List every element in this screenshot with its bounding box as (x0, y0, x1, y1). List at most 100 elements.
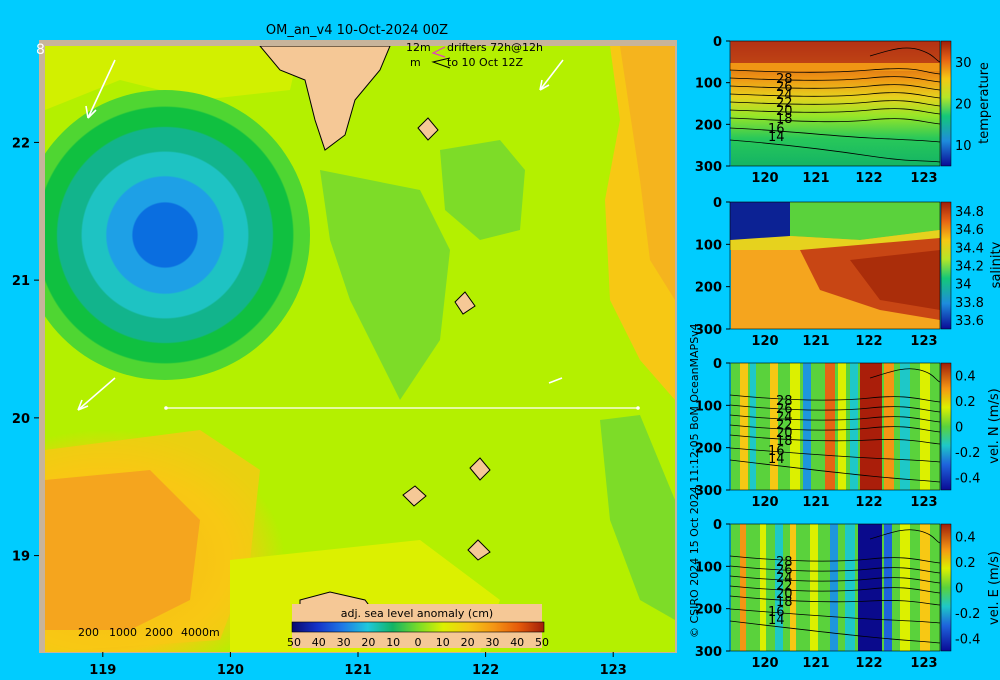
depth-tick-label: 300 (695, 645, 722, 660)
lon-tick-label: 123 (910, 656, 937, 671)
depth-tick-label: 200 (695, 603, 722, 618)
sla-colorbar: adj. sea level anomaly (cm) 50 40 30 20 10 0 1… (287, 604, 549, 649)
y-tick-label: 22 (12, 136, 30, 151)
island (469, 457, 491, 481)
drifter-legend-unit: m (410, 56, 421, 69)
depth-tick-label: 300 (695, 484, 722, 499)
velocity-band (860, 363, 882, 490)
salinity-label: salinity (989, 241, 1000, 288)
colorbar-title: adj. sea level anomaly (cm) (341, 607, 493, 620)
velocity-band (858, 524, 882, 651)
depth-tick-label: 300 (695, 323, 722, 338)
lon-tick-label: 121 (802, 495, 829, 510)
island (417, 117, 439, 141)
colorbar-tick-label: -0.2 (955, 607, 980, 622)
colorbar-tick-label: 34.2 (955, 260, 984, 275)
depth-legend: 200 1000 2000 4000m (78, 626, 220, 639)
depth-tick-label: 200 (695, 118, 722, 133)
colorbar-tick-label: 0.4 (955, 370, 976, 385)
drifter-arrows (77, 59, 564, 411)
colorbar-tick-label: 20 (955, 98, 972, 113)
colorbar-tick-label: 10 (386, 636, 400, 649)
velocity-band (770, 363, 778, 490)
depth-tick-label: 300 (695, 160, 722, 175)
lon-tick-label: 122 (855, 171, 882, 186)
velocity-band (830, 524, 838, 651)
contour-label: 16 (768, 444, 785, 459)
lon-tick-label: 122 (855, 495, 882, 510)
colorbar-tick-label: 33.8 (955, 296, 984, 311)
contour-label: 28 (776, 555, 793, 570)
contour-label: 28 (776, 394, 793, 409)
temperature-panel: temperature (729, 40, 992, 167)
colorbar-tick-label: 50 (535, 636, 549, 649)
map-axes: 119 120 121 122 123 19 20 21 22 (12, 136, 627, 678)
colorbar-tick-label: 20 (361, 636, 375, 649)
island (454, 291, 476, 315)
colorbar-tick-label: 40 (312, 636, 326, 649)
velocity-band (920, 363, 930, 490)
x-tick-label: 122 (472, 663, 499, 678)
colorbar-tick-label: 34.4 (955, 241, 984, 256)
contour-label: 14 (768, 130, 785, 145)
contour-label: 14 (768, 452, 785, 467)
contour-label: 16 (768, 122, 785, 137)
depth-tick-label: 100 (695, 77, 722, 92)
lon-tick-label: 123 (910, 171, 937, 186)
y-tick-label: 20 (12, 412, 30, 427)
contour-label: 22 (776, 579, 793, 594)
drifter-legend-date: to 10 Oct 12Z (447, 56, 524, 69)
lon-tick-label: 121 (802, 334, 829, 349)
velocity-band (750, 363, 756, 490)
contour-label: 14 (768, 613, 785, 628)
lon-tick-label: 120 (751, 334, 778, 349)
depth-tick-label: 0 (713, 357, 722, 372)
contour-label: 22 (776, 96, 793, 111)
colorbar-tick-label: 34.8 (955, 205, 984, 220)
corner-mark: 8 (36, 42, 45, 58)
colorbar-tick-label: 30 (955, 56, 972, 71)
lon-tick-label: 123 (910, 334, 937, 349)
colorbar-tick-label: 34.6 (955, 223, 984, 238)
section-line (164, 406, 640, 410)
land-luzon (259, 46, 391, 151)
velocity-band (900, 524, 910, 651)
colorbar-tick-label: 0.4 (955, 531, 976, 546)
contour-label: 22 (776, 418, 793, 433)
drifter-legend-label: drifters 72h@12h (447, 41, 543, 54)
velocity-band (850, 363, 858, 490)
colorbar-tick-label: 0.2 (955, 556, 976, 571)
map-title: OM_an_v4 10-Oct-2024 00Z (266, 23, 448, 38)
drifter-legend-arrow (431, 46, 446, 58)
contour-label: 24 (776, 88, 793, 103)
contour-label: 26 (776, 563, 793, 578)
depth-tick-label: 0 (713, 518, 722, 533)
map-panel: 200 1000 2000 4000m adj. sea level anomaly … (12, 23, 677, 678)
contour-label: 18 (776, 434, 793, 449)
drifter-legend-arrow-black (431, 57, 451, 69)
colorbar-tick-label: -0.2 (955, 446, 980, 461)
colorbar-tick-label: 0 (955, 582, 963, 597)
depth-tick-label: 0 (713, 196, 722, 211)
x-tick-label: 120 (217, 663, 244, 678)
colorbar-ticks: 50 40 30 20 10 0 10 20 30 40 50 (287, 636, 549, 649)
colorbar-tick-label: 0.2 (955, 395, 976, 410)
depth-tick-label: 100 (695, 399, 722, 414)
depth-tick-label: 200 (695, 442, 722, 457)
contour-label: 24 (776, 410, 793, 425)
vel-e-panel: vel. E (m/s) (729, 523, 1000, 652)
lon-tick-label: 123 (910, 495, 937, 510)
colorbar-tick-label: 40 (510, 636, 524, 649)
contour-label: 20 (776, 104, 793, 119)
contour-label: 28 (776, 72, 793, 87)
colorbar-tick-label: 10 (955, 139, 972, 154)
velocity-band (900, 363, 910, 490)
velocity-band (825, 363, 835, 490)
lon-tick-label: 122 (855, 656, 882, 671)
velocity-band (810, 524, 818, 651)
velocity-band (845, 524, 855, 651)
colorbar-tick-label: 0 (415, 636, 422, 649)
depth-tick-label: 100 (695, 560, 722, 575)
